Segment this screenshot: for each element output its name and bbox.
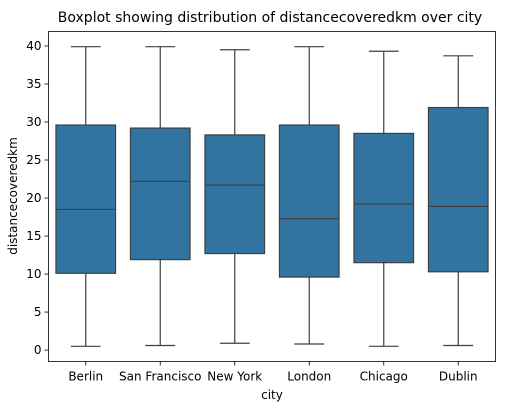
box-san-francisco	[129, 46, 191, 347]
iqr-box	[278, 124, 340, 278]
box-london	[278, 46, 340, 345]
x-tick-label: London	[287, 370, 331, 384]
x-tick-label: Chicago	[360, 370, 408, 384]
box-dublin	[427, 55, 489, 347]
y-tick-label: 20	[26, 191, 41, 205]
y-tick-label: 30	[26, 115, 41, 129]
iqr-box	[427, 106, 489, 273]
y-tick-label: 0	[34, 343, 42, 357]
plot-frame	[48, 31, 496, 362]
iqr-box	[353, 132, 415, 264]
y-axis: 0 5 10 15 20 25 30 35 40	[26, 39, 49, 357]
box-berlin	[55, 46, 117, 347]
x-tick-label: Dublin	[439, 370, 478, 384]
x-tick-label: San Francisco	[119, 370, 201, 384]
y-tick-label: 10	[26, 267, 41, 281]
y-tick-label: 40	[26, 39, 41, 53]
x-axis-title: city	[261, 388, 283, 402]
x-tick-label: New York	[207, 370, 262, 384]
y-tick-label: 15	[26, 229, 41, 243]
box-new-york	[204, 49, 266, 344]
iqr-box	[204, 134, 266, 255]
chart-title: Boxplot showing distribution of distance…	[58, 10, 482, 26]
plot-area	[55, 46, 489, 347]
box-chicago	[353, 50, 415, 347]
y-tick-label: 35	[26, 77, 41, 91]
y-tick-label: 25	[26, 153, 41, 167]
x-tick-label: Berlin	[68, 370, 103, 384]
iqr-box	[55, 124, 117, 274]
iqr-box	[129, 127, 191, 261]
y-tick-label: 5	[34, 305, 42, 319]
x-axis: Berlin San Francisco New York London Chicago…	[68, 361, 478, 384]
y-axis-title: distancecoveredkm	[6, 137, 20, 255]
